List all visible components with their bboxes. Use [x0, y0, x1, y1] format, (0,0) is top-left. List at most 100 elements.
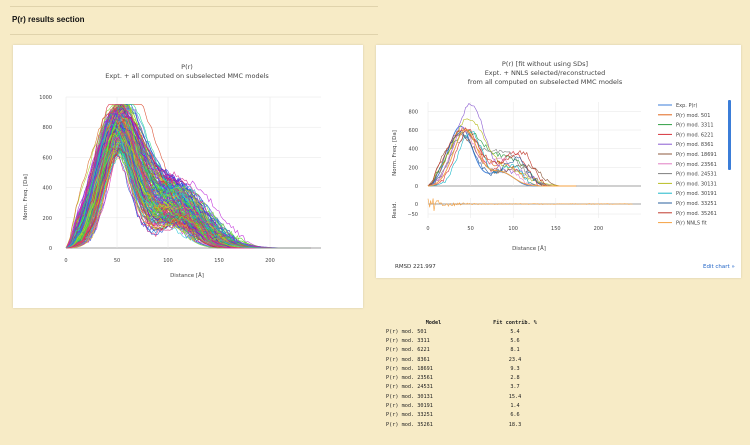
y-tick-label: 400 — [408, 147, 418, 153]
fit-contrib-table: Model Fit contrib. % P(r) mod. 501 5.4 P(r… — [380, 320, 549, 429]
table-row: P(r) mod. 30131 15.4 — [380, 392, 549, 401]
fit-contrib-cell: 15.4 — [508, 393, 522, 400]
x-tick-label: 100 — [508, 226, 518, 232]
pr-series-line — [427, 129, 577, 187]
right-plot-lines — [427, 103, 633, 212]
col-header-model: Model — [425, 320, 442, 326]
model-cell: P(r) mod. 24531 — [386, 384, 433, 391]
left-chart-panel: P(r) Expt. + all computed on subselected… — [13, 45, 363, 308]
table-row: P(r) mod. 35261 18.3 — [380, 420, 549, 429]
fit-contrib-cell: 9.3 — [510, 365, 520, 372]
legend-item-label[interactable]: P(r) NNLS fit — [676, 221, 707, 227]
model-cell: P(r) mod. 8361 — [386, 356, 430, 363]
y-tick-label: 600 — [42, 155, 52, 161]
y-tick-label: 600 — [408, 128, 418, 134]
y-tick-label: 0 — [415, 184, 418, 190]
fit-contrib-cell: 2.8 — [510, 375, 520, 382]
model-cell: P(r) mod. 23561 — [386, 375, 433, 382]
pr-model-line — [65, 124, 311, 249]
pr-series-line — [427, 129, 577, 187]
legend-item-label[interactable]: P(r) mod. 35261 — [676, 211, 717, 217]
table-row: P(r) mod. 18691 9.3 — [380, 364, 549, 373]
table-row: P(r) mod. 23561 2.8 — [380, 373, 549, 382]
edit-chart-link[interactable]: Edit chart » — [703, 264, 735, 270]
top-divider — [10, 6, 378, 7]
model-cell: P(r) mod. 3311 — [386, 337, 430, 344]
y-tick-label: 1000 — [39, 95, 52, 101]
legend-item-label[interactable]: P(r) mod. 30191 — [676, 191, 717, 197]
col-header-fit: Fit contrib. % — [493, 320, 537, 326]
table-row: P(r) mod. 3311 5.6 — [380, 336, 549, 345]
right-grid — [427, 102, 641, 218]
table-row: P(r) mod. 24531 3.7 — [380, 383, 549, 392]
fit-contrib-cell: 3.7 — [510, 384, 520, 391]
resid-y-tick-label: −50 — [407, 212, 418, 218]
legend-item-label[interactable]: Exp. P(r) — [676, 103, 697, 109]
table-row: P(r) mod. 30191 1.4 — [380, 401, 549, 410]
legend-item-label[interactable]: P(r) mod. 3311 — [676, 123, 714, 129]
legend-scrollbar[interactable] — [728, 100, 731, 170]
x-tick-label: 50 — [467, 226, 473, 232]
left-y-axis-label: Norm. Freq. [Da] — [23, 174, 29, 220]
model-cell: P(r) mod. 6221 — [386, 347, 430, 354]
model-cell: P(r) mod. 501 — [386, 328, 427, 335]
model-cell: P(r) mod. 18691 — [386, 365, 433, 372]
section-divider — [10, 34, 378, 35]
right-y-axis-label-top: Norm. Freq. [Da] — [392, 130, 398, 176]
left-chart-title-line1: P(r) — [181, 63, 193, 71]
x-tick-label: 150 — [214, 258, 224, 264]
y-tick-label: 0 — [49, 246, 52, 252]
table-row: P(r) mod. 8361 23.4 — [380, 355, 549, 364]
fit-contrib-cell: 1.4 — [510, 403, 520, 410]
pr-series-line — [427, 128, 577, 187]
fit-contrib-cell: 18.3 — [508, 421, 522, 428]
table-row: P(r) mod. 501 5.4 — [380, 327, 549, 336]
y-tick-label: 200 — [408, 165, 418, 171]
fit-table-body: P(r) mod. 501 5.4 P(r) mod. 3311 5.6 P(r) mo… — [380, 327, 549, 429]
right-chart-title-line2: Expt. + NNLS selected/reconstructed — [485, 69, 606, 77]
fit-contrib-cell: 8.1 — [510, 347, 520, 354]
left-plot-lines — [65, 103, 311, 249]
x-tick-label: 0 — [64, 258, 67, 264]
residual-line — [427, 198, 633, 212]
x-tick-label: 50 — [114, 258, 120, 264]
y-tick-label: 800 — [42, 125, 52, 131]
fit-contrib-cell: 5.6 — [510, 337, 520, 344]
legend-item-label[interactable]: P(r) mod. 23561 — [676, 162, 717, 168]
right-chart-title-line3: from all computed on subselected MMC mod… — [468, 78, 623, 86]
legend-item-label[interactable]: P(r) mod. 501 — [676, 113, 710, 119]
rmsd-label: RMSD 221.997 — [395, 264, 436, 270]
model-cell: P(r) mod. 35261 — [386, 421, 433, 428]
legend-item-label[interactable]: P(r) mod. 30131 — [676, 181, 717, 187]
left-pr-chart: P(r) Expt. + all computed on subselected… — [23, 63, 321, 279]
pr-series-line — [427, 118, 577, 187]
right-ticks: 0 200 400 600 800 0 −50 0 50 100 150 200 — [407, 109, 603, 232]
right-chart-title-line1: P(r) [fit without using SDs] — [502, 60, 588, 68]
model-cell: P(r) mod. 33251 — [386, 412, 433, 419]
right-x-axis-label: Distance [Å] — [512, 245, 546, 252]
x-tick-label: 200 — [594, 226, 604, 232]
table-row: P(r) mod. 6221 8.1 — [380, 346, 549, 355]
legend-item-label[interactable]: P(r) mod. 6221 — [676, 132, 714, 138]
table-row: P(r) mod. 33251 6.6 — [380, 411, 549, 420]
x-tick-label: 150 — [551, 226, 561, 232]
x-tick-label: 200 — [265, 258, 275, 264]
right-pr-fit-chart: P(r) [fit without using SDs] Expt. + NNL… — [392, 60, 731, 252]
pr-series-line — [427, 129, 577, 187]
x-tick-label: 100 — [163, 258, 173, 264]
x-tick-label: 0 — [426, 226, 429, 232]
legend-item-label[interactable]: P(r) mod. 24531 — [676, 172, 717, 178]
section-title: P(r) results section — [12, 15, 85, 24]
model-cell: P(r) mod. 30131 — [386, 393, 433, 400]
y-tick-label: 800 — [408, 109, 418, 115]
right-chart-panel: P(r) [fit without using SDs] Expt. + NNL… — [376, 45, 741, 278]
legend-item-label[interactable]: P(r) mod. 33251 — [676, 201, 717, 207]
legend-item-label[interactable]: P(r) mod. 18691 — [676, 152, 717, 158]
fit-contrib-cell: 23.4 — [508, 356, 522, 363]
resid-y-tick-label: 0 — [415, 202, 418, 208]
right-y-axis-label-bottom: Resid. — [392, 201, 398, 218]
y-tick-label: 200 — [42, 216, 52, 222]
legend-item-label[interactable]: P(r) mod. 8361 — [676, 142, 714, 148]
left-chart-title-line2: Expt. + all computed on subselected MMC … — [105, 72, 269, 80]
fit-contrib-cell: 5.4 — [510, 328, 520, 335]
